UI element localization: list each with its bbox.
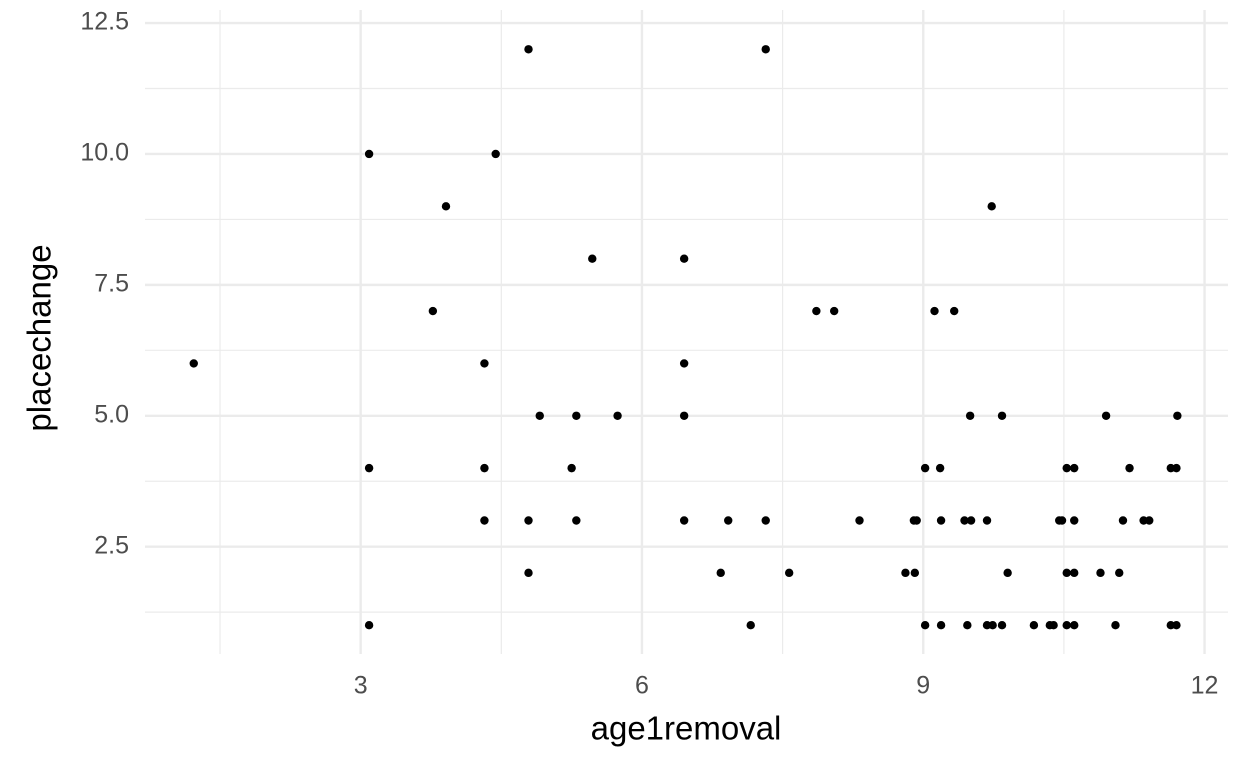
point	[997, 411, 1007, 420]
grid	[145, 10, 1228, 654]
point	[761, 516, 770, 525]
point	[364, 621, 374, 630]
x-tick-label: 12	[1191, 672, 1219, 700]
point	[912, 516, 921, 525]
point	[364, 463, 374, 473]
points	[189, 45, 1182, 630]
point	[784, 568, 794, 578]
point	[679, 359, 689, 368]
y-tick-label: 10.0	[80, 139, 129, 167]
point	[1062, 463, 1071, 473]
point	[524, 45, 533, 54]
point	[1101, 411, 1111, 420]
point	[480, 359, 489, 368]
point	[491, 149, 500, 159]
point	[920, 463, 930, 473]
point	[1029, 621, 1039, 630]
x-axis-title: age1removal	[591, 710, 782, 747]
point	[480, 516, 489, 525]
point	[588, 254, 597, 263]
point	[441, 202, 451, 211]
point	[613, 411, 622, 420]
point	[1062, 568, 1071, 578]
point	[1118, 516, 1128, 525]
point	[855, 516, 864, 525]
x-tick-label: 9	[916, 672, 930, 700]
point	[935, 463, 945, 473]
point	[480, 463, 489, 473]
point	[829, 306, 839, 316]
point	[966, 516, 976, 525]
point	[761, 45, 770, 54]
y-axis-title: placechange	[21, 244, 58, 431]
point	[936, 516, 946, 525]
point	[920, 621, 930, 630]
point	[679, 254, 689, 263]
point	[1062, 621, 1071, 630]
point	[1070, 516, 1079, 525]
point	[567, 463, 576, 473]
point	[524, 516, 533, 525]
point	[1173, 411, 1182, 420]
y-tick-label: 12.5	[80, 8, 129, 36]
point	[910, 568, 920, 578]
point	[428, 306, 438, 316]
point	[963, 621, 972, 630]
point	[988, 621, 997, 630]
point	[535, 411, 544, 420]
point	[364, 149, 374, 159]
point	[936, 621, 946, 630]
point	[1070, 463, 1079, 473]
point	[960, 516, 969, 525]
point	[1125, 463, 1134, 473]
point	[189, 359, 198, 368]
point	[950, 306, 959, 316]
point	[930, 306, 939, 316]
x-tick-label: 6	[635, 672, 649, 700]
point	[1145, 516, 1154, 525]
point	[1172, 621, 1181, 630]
y-tick-label: 7.5	[94, 269, 129, 297]
point	[572, 516, 581, 525]
point	[1049, 621, 1058, 630]
y-tick-label: 5.0	[94, 400, 129, 428]
point	[812, 306, 821, 316]
point	[1070, 568, 1079, 578]
point	[679, 516, 689, 525]
point	[1172, 463, 1181, 473]
point	[987, 202, 996, 211]
point	[572, 411, 581, 420]
point	[724, 516, 733, 525]
point	[901, 568, 910, 578]
point	[524, 568, 533, 578]
point	[1003, 568, 1012, 578]
x-tick-label: 3	[354, 672, 368, 700]
point	[1115, 568, 1124, 578]
point	[716, 568, 725, 578]
point	[1096, 568, 1105, 578]
point	[1057, 516, 1067, 525]
point	[965, 411, 975, 420]
point	[982, 516, 992, 525]
point	[746, 621, 755, 630]
point	[1111, 621, 1120, 630]
point	[997, 621, 1007, 630]
point	[679, 411, 689, 420]
y-tick-label: 2.5	[94, 531, 129, 559]
point	[1070, 621, 1079, 630]
